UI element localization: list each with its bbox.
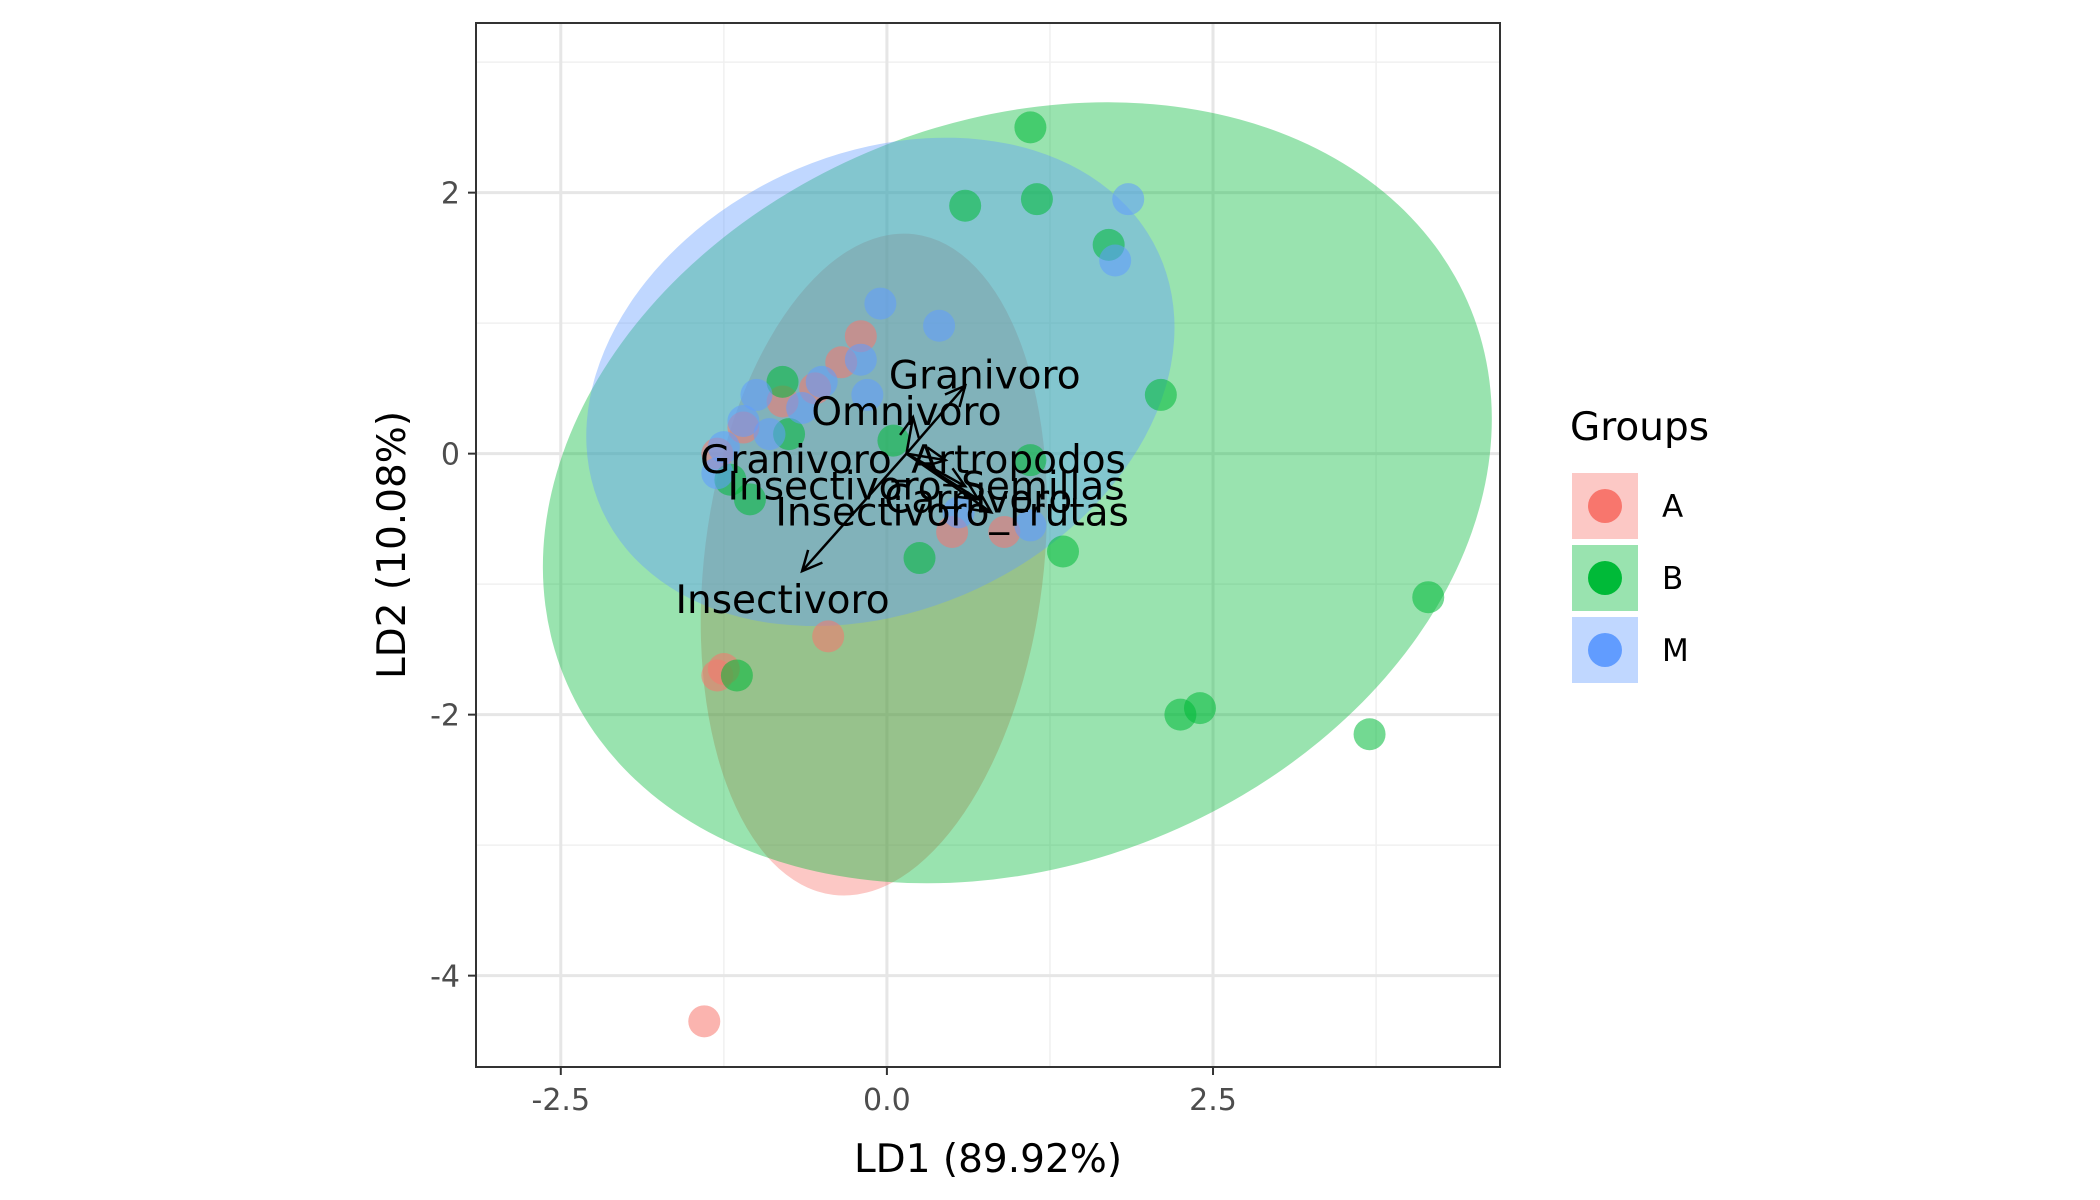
point-M bbox=[923, 309, 956, 342]
point-B bbox=[1144, 378, 1177, 411]
arrow-head bbox=[800, 549, 823, 574]
arrow-head bbox=[899, 414, 921, 439]
legend-label-B: B bbox=[1662, 561, 1683, 597]
arrow-label: Granivoro_Artropodos bbox=[700, 438, 1126, 483]
point-M bbox=[851, 378, 884, 411]
y-tick-label: -4 bbox=[430, 960, 460, 995]
arrow-head bbox=[944, 383, 968, 408]
arrow-line bbox=[905, 452, 992, 514]
point-M bbox=[805, 365, 838, 398]
point-B bbox=[1183, 692, 1216, 725]
point-A bbox=[688, 1005, 721, 1038]
point-B bbox=[1020, 183, 1053, 216]
point-M bbox=[753, 418, 786, 451]
point-B bbox=[949, 189, 982, 222]
arrow-label: Insectivoro bbox=[676, 578, 890, 623]
panel-border bbox=[475, 22, 1501, 1068]
legend-label-M: M bbox=[1662, 633, 1689, 669]
arrow-line bbox=[905, 416, 915, 454]
axis-ticks: -2.5 0.0 2.5 -4 -2 0 2 bbox=[430, 177, 1237, 1118]
point-B bbox=[1014, 111, 1047, 144]
point-B bbox=[1014, 444, 1047, 477]
ellipse-B bbox=[542, 102, 1492, 884]
point-M bbox=[1014, 509, 1047, 542]
legend-title: Groups bbox=[1570, 405, 1709, 450]
point-M bbox=[707, 431, 740, 464]
y-axis-title: LD2 (10.08%) bbox=[370, 411, 415, 679]
y-tick-label: -2 bbox=[430, 699, 460, 734]
grid-lines bbox=[476, 23, 1500, 1067]
data-points bbox=[688, 111, 1445, 1038]
legend-point-M bbox=[1588, 633, 1622, 667]
point-A bbox=[844, 320, 877, 353]
point-B bbox=[1047, 535, 1080, 568]
point-B bbox=[903, 542, 936, 575]
arrow-label: Carnivoro bbox=[884, 477, 1072, 522]
point-M bbox=[1112, 183, 1145, 216]
arrow-line bbox=[905, 384, 967, 455]
legend-label-A: A bbox=[1662, 489, 1683, 525]
point-M bbox=[942, 496, 975, 529]
loading-arrows: GranivoroOmnivoroGranivoro_ArtropodosIns… bbox=[676, 353, 1129, 622]
legend-point-B bbox=[1588, 561, 1622, 595]
point-M bbox=[1099, 244, 1132, 277]
arrow-head bbox=[924, 446, 949, 468]
arrow-label: Insectivoro_Frutas bbox=[775, 490, 1128, 535]
arrow-line bbox=[906, 452, 946, 462]
point-M bbox=[864, 287, 897, 320]
ellipse-M bbox=[586, 137, 1175, 627]
x-axis-title: LD1 (89.92%) bbox=[854, 1137, 1122, 1182]
point-A bbox=[988, 515, 1021, 548]
point-B bbox=[720, 659, 753, 692]
point-A bbox=[812, 620, 845, 653]
arrow-label: Granivoro bbox=[889, 353, 1081, 398]
point-B bbox=[1353, 718, 1386, 751]
point-M bbox=[727, 405, 760, 438]
point-M bbox=[786, 391, 819, 424]
point-M bbox=[740, 378, 773, 411]
legend: Groups ABM bbox=[1570, 405, 1709, 683]
legend-point-A bbox=[1588, 489, 1622, 523]
arrow-label: Omnivoro bbox=[811, 390, 1001, 435]
x-tick-label: -2.5 bbox=[532, 1083, 591, 1118]
point-M bbox=[701, 457, 734, 490]
point-B bbox=[733, 483, 766, 516]
legend-items: ABM bbox=[1572, 473, 1689, 683]
y-tick-label: 0 bbox=[441, 438, 460, 473]
point-B bbox=[1412, 581, 1445, 614]
point-B bbox=[766, 365, 799, 398]
arrow-line bbox=[801, 452, 908, 572]
x-tick-label: 0.0 bbox=[863, 1083, 911, 1118]
x-tick-label: 2.5 bbox=[1189, 1083, 1237, 1118]
arrow-head bbox=[969, 492, 994, 515]
arrow-head bbox=[956, 479, 981, 501]
y-tick-label: 2 bbox=[441, 177, 460, 212]
point-M bbox=[844, 343, 877, 376]
arrow-label: Insectivoro_Semillas bbox=[728, 464, 1125, 509]
